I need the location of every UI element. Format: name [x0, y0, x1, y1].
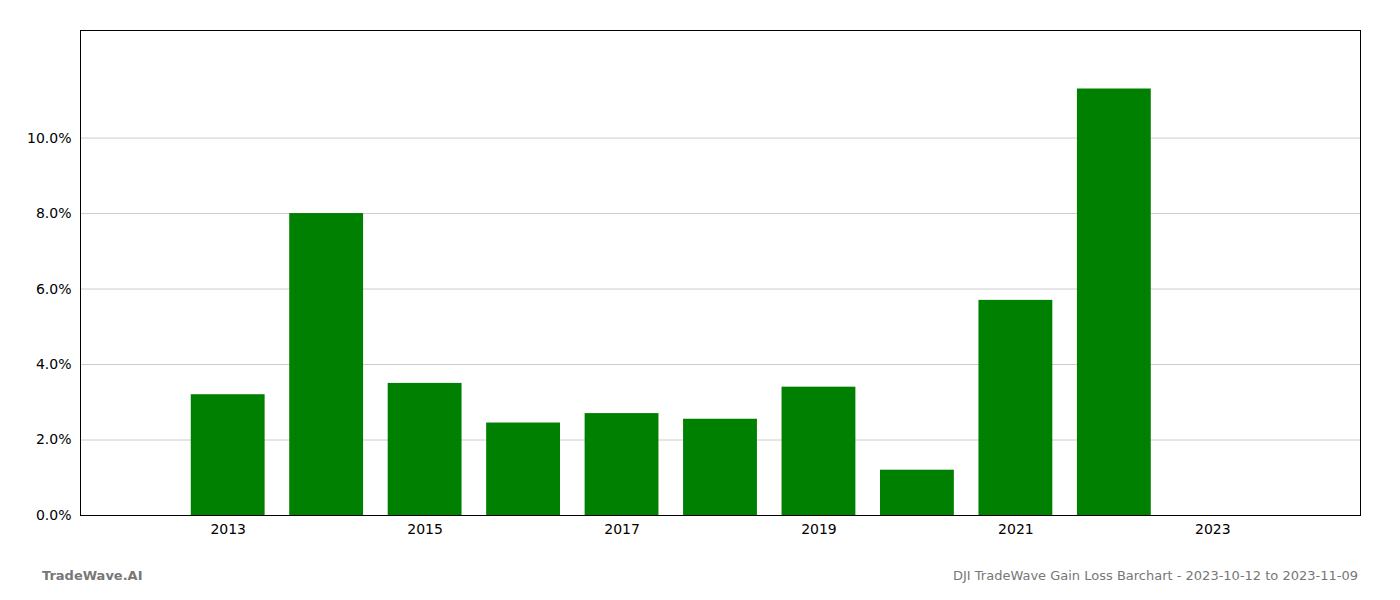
svg-text:2017: 2017 — [604, 521, 640, 537]
svg-text:2015: 2015 — [407, 521, 443, 537]
svg-text:6.0%: 6.0% — [36, 281, 72, 297]
svg-text:0.0%: 0.0% — [36, 507, 72, 523]
svg-text:2019: 2019 — [801, 521, 837, 537]
svg-text:2023: 2023 — [1195, 521, 1231, 537]
html-text:TradeWave.AI: TradeWave.AI — [42, 567, 143, 583]
svg-text:4.0%: 4.0% — [36, 356, 72, 372]
svg-text:8.0%: 8.0% — [36, 205, 72, 221]
html-text:DJI TradeWave Gain Loss Barcha: DJI TradeWave Gain Loss Barchart - 2023-… — [953, 567, 1358, 583]
svg-text:2013: 2013 — [210, 521, 246, 537]
svg-text:2.0%: 2.0% — [36, 431, 72, 447]
svg-text:2021: 2021 — [998, 521, 1034, 537]
svg-text:10.0%: 10.0% — [27, 130, 71, 146]
